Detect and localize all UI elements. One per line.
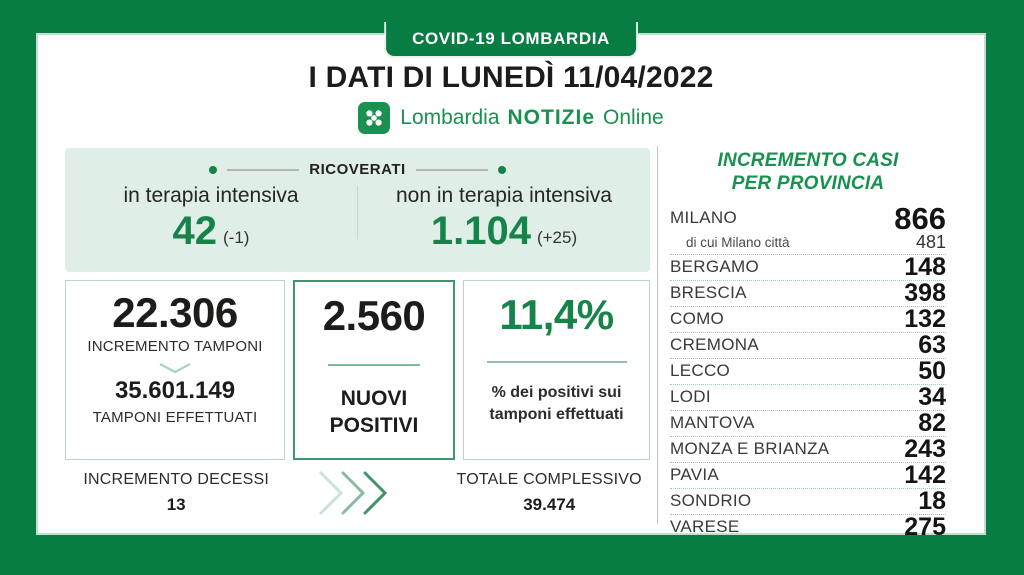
percentuale-positivi-box: 11,4% % dei positivi sui tamponi effettu… [463,280,650,460]
table-row-milano: MILANO 866 [670,200,946,236]
province-name: BERGAMO [670,257,760,277]
table-row: LECCO 50 [670,356,946,385]
incremento-decessi-label: INCREMENTO DECESSI [83,471,269,488]
incremento-decessi-value: 13 [166,495,186,514]
table-row: BERGAMO 148 [670,252,946,281]
bullet-dot-icon [209,165,218,174]
logo-text: Lombardia NOTIZIe Online [400,106,663,130]
totale-complessivo-label: TOTALE COMPLESSIVO [456,471,642,488]
province-sub-value: 481 [915,232,946,253]
province-name: LODI [670,387,711,407]
province-value: 63 [918,330,946,359]
stat-boxes: 22.306 INCREMENTO TAMPONI 35.601.149 TAM… [65,280,657,460]
table-row: MANTOVA 82 [670,408,946,437]
province-name: VARESE [670,517,740,537]
covid-lombardia-badge: COVID-19 LOMBARDIA [384,22,638,58]
province-name: PAVIA [670,465,720,485]
province-value: 866 [894,200,946,236]
table-row: MONZA E BRIANZA 243 [670,434,946,463]
incremento-tamponi-label: INCREMENTO TAMPONI [87,338,263,355]
province-name: MONZA E BRIANZA [670,439,830,459]
terapia-intensiva-label: in terapia intensiva [123,184,299,207]
province-value: 132 [904,304,946,333]
terapia-intensiva-delta: (-1) [223,228,250,247]
incremento-tamponi-value: 22.306 [112,289,238,336]
nuovi-positivi-box: 2.560 NUOVI POSITIVI [293,280,455,460]
badge-label: COVID-19 LOMBARDIA [412,29,610,48]
logo-lombardia-label: Lombardia [400,106,500,129]
province-panel-title: INCREMENTO CASI PER PROVINCIA [670,150,946,196]
province-name: LECCO [670,361,731,381]
table-subrow-milano-citta: di cui Milano città 481 [670,232,946,255]
province-value: 34 [918,382,946,411]
ricoverati-columns: in terapia intensiva 42 (-1) non in tera… [65,184,650,251]
province-value: 275 [904,512,946,541]
table-row: VARESE 275 [670,512,946,541]
main-content: RICOVERATI in terapia intensiva 42 (-1) [38,146,984,539]
lombardia-notizie-logo: Lombardia NOTIZIe Online [38,102,984,134]
province-name: MANTOVA [670,413,755,433]
table-row: BRESCIA 398 [670,278,946,307]
table-row: SONDRIO 18 [670,486,946,515]
logo-online-label: Online [603,106,664,129]
province-value: 398 [904,278,946,307]
ricoverati-panel: RICOVERATI in terapia intensiva 42 (-1) [65,148,650,272]
non-terapia-intensiva-value: 1.104 [430,209,531,253]
bullet-dot-icon [497,165,506,174]
province-value: 18 [918,486,946,515]
non-terapia-intensiva-delta: (+25) [536,228,578,247]
tamponi-effettuati-label: TAMPONI EFFETTUATI [92,409,258,426]
tamponi-effettuati-value: 35.601.149 [114,377,236,404]
divider-rule [328,364,420,366]
province-name: BRESCIA [670,283,747,303]
province-value: 50 [918,356,946,385]
province-name: MILANO [670,208,737,228]
tamponi-box: 22.306 INCREMENTO TAMPONI 35.601.149 TAM… [65,280,285,460]
divider-rule [486,361,627,363]
rosa-camuna-icon [358,102,391,134]
province-value: 142 [904,460,946,489]
terapia-intensiva-block: in terapia intensiva 42 (-1) [65,184,357,251]
province-table: MILANO 866 di cui Milano città 481 BERGA… [670,200,946,541]
decessi-strip: INCREMENTO DECESSI 13 TOTALE COMPLESSIVO… [65,470,657,516]
header-rule-left [227,168,300,171]
column-divider [357,186,358,239]
percentuale-label: % dei positivi sui tamponi effettuati [489,384,624,423]
terapia-intensiva-value: 42 [172,209,218,253]
province-value: 148 [904,252,946,281]
totale-complessivo-block: TOTALE COMPLESSIVO 39.474 [441,471,657,515]
incremento-decessi-block: INCREMENTO DECESSI 13 [77,471,275,515]
percentuale-value: 11,4% [499,291,614,338]
totale-complessivo-value: 39.474 [523,495,576,514]
province-sub-name: di cui Milano città [686,235,790,251]
table-row: COMO 132 [670,304,946,333]
province-title-line2: PER PROVINCIA [731,172,885,194]
chevron-down-icon [159,362,191,374]
non-terapia-intensiva-block: non in terapia intensiva 1.104 (+25) [358,184,650,251]
table-row: CREMONA 63 [670,330,946,359]
province-name: SONDRIO [670,491,752,511]
non-terapia-intensiva-label: non in terapia intensiva [396,184,612,207]
triple-chevron-right-icon [317,470,393,516]
province-name: COMO [670,309,725,329]
table-row: LODI 34 [670,382,946,411]
province-value: 243 [904,434,946,463]
ricoverati-title: RICOVERATI [309,161,406,178]
dashboard-card: COVID-19 LOMBARDIA I DATI DI LUNEDÌ 11/0… [38,22,984,539]
left-pane: RICOVERATI in terapia intensiva 42 (-1) [38,146,657,524]
province-title-line1: INCREMENTO CASI [717,150,899,171]
nuovi-positivi-value: 2.560 [322,292,426,339]
page-title: I DATI DI LUNEDÌ 11/04/2022 [308,61,714,94]
ricoverati-header: RICOVERATI [65,148,650,178]
table-row: PAVIA 142 [670,460,946,489]
logo-notizie-label: NOTIZIe [507,106,596,129]
province-pane: INCREMENTO CASI PER PROVINCIA MILANO 866… [657,146,984,539]
province-value: 82 [918,408,946,437]
header-rule-right [415,168,488,171]
province-name: CREMONA [670,335,759,355]
nuovi-positivi-label: NUOVI POSITIVI [329,387,419,438]
